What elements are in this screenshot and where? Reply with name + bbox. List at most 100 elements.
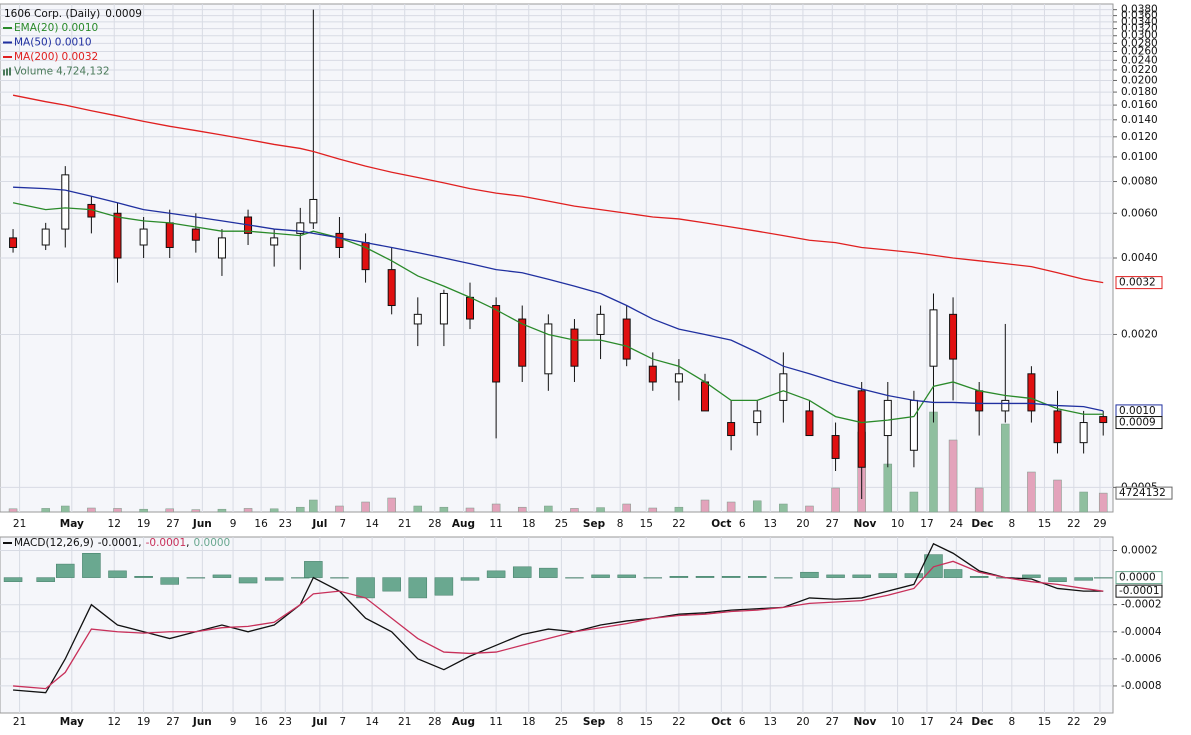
candle-body: [1079, 422, 1088, 444]
histogram-bar: [539, 567, 558, 578]
volume-bar: [517, 506, 527, 513]
legend-text: MACD(12,26,9): [14, 537, 94, 549]
x-tick-label: 27: [166, 518, 179, 530]
legend-entry: MACD(12,26,9) -0.0001, -0.0001, 0.0000: [14, 537, 230, 549]
histogram-bar: [1022, 574, 1041, 578]
y-tick-label: 0.0120: [1121, 131, 1158, 143]
histogram-bar: [774, 577, 793, 579]
candle-body: [113, 212, 122, 259]
histogram-bar: [565, 577, 584, 579]
x-tick-label: 19: [137, 716, 150, 728]
candle-body: [727, 422, 736, 437]
volume-bar: [439, 506, 449, 513]
legend-text: Volume: [14, 66, 53, 78]
price-tag: 0.0010: [1119, 405, 1156, 417]
histogram-bar: [643, 577, 663, 579]
x-tick-label: 27: [826, 716, 839, 728]
volume-bar: [243, 508, 253, 513]
legend-entry: MA(200) 0.0032: [14, 51, 98, 63]
legend-swatch: [9, 67, 11, 76]
histogram-bar: [408, 577, 428, 599]
volume-bar: [1027, 471, 1036, 513]
candle-body: [779, 373, 788, 401]
y-tick-label: -0.0004: [1121, 626, 1162, 638]
x-tick-label: 22: [1067, 518, 1080, 530]
x-tick-label: 8: [1008, 716, 1015, 728]
legend-value: 0.0010: [61, 22, 98, 34]
volume-bar: [61, 505, 70, 513]
volume-bar: [491, 503, 501, 513]
histogram-bar: [695, 576, 715, 578]
histogram-bar: [212, 574, 232, 578]
x-tick-label: 21: [398, 716, 411, 728]
x-tick-label: 13: [764, 518, 777, 530]
x-tick-label: 8: [617, 518, 624, 530]
candle-body: [41, 228, 50, 246]
volume-bar: [622, 503, 631, 513]
x-tick-label: 9: [230, 518, 237, 530]
x-tick-label: 6: [739, 518, 746, 530]
y-tick-label: 0.0080: [1121, 176, 1158, 188]
y-tick-label: 0.0240: [1121, 54, 1158, 66]
x-tick-label: 29: [1093, 716, 1106, 728]
y-tick-label: 0.0002: [1121, 545, 1158, 557]
histogram-bar: [160, 577, 179, 585]
volume-bar: [596, 507, 605, 513]
volume-bar: [191, 509, 201, 513]
price-tag-box: [1115, 416, 1163, 430]
y-tick-label: 0.0100: [1121, 151, 1158, 163]
legend-value: 4,724,132: [56, 66, 109, 78]
x-tick-label: 22: [1067, 716, 1080, 728]
histogram-bar: [969, 576, 989, 578]
x-tick-label: Dec: [971, 518, 993, 530]
volume-bar: [217, 508, 227, 513]
x-tick-label: 10: [891, 716, 904, 728]
volume-bar: [805, 505, 814, 513]
volume-bar: [700, 499, 710, 513]
volume-bar: [570, 508, 579, 513]
volume-bar: [413, 505, 423, 513]
histogram-bar: [291, 577, 310, 579]
moving-average-line: [12, 202, 1104, 424]
x-tick-label: 6: [739, 716, 746, 728]
price-tag-box: [1115, 276, 1163, 290]
candle-body: [335, 232, 344, 248]
candle-body: [622, 318, 631, 360]
histogram-bar: [1074, 577, 1093, 581]
volume-bar: [465, 507, 475, 513]
x-tick-label: May: [60, 518, 84, 530]
x-tick-label: 11: [489, 716, 502, 728]
x-tick-label: 14: [365, 518, 379, 530]
volume-bar: [752, 500, 762, 513]
x-tick-label: 16: [254, 518, 268, 530]
x-tick-label: Oct: [711, 716, 731, 728]
x-tick-label: 15: [1038, 716, 1051, 728]
x-tick-label: 17: [920, 716, 933, 728]
x-tick-label: 18: [522, 518, 535, 530]
histogram-bar: [1048, 577, 1067, 582]
candle-body: [701, 381, 710, 412]
price-tag: 0.0009: [1119, 417, 1156, 429]
x-tick-label: 28: [428, 716, 441, 728]
legend-value: 0.0000: [194, 537, 231, 549]
x-tick-label: 21: [13, 716, 26, 728]
histogram-bar: [56, 563, 75, 578]
volume-bar: [948, 439, 958, 513]
x-tick-label: 20: [796, 716, 809, 728]
x-tick-label: Nov: [854, 716, 877, 728]
volume-bar: [1053, 479, 1062, 513]
y-tick-label: 0.0320: [1121, 23, 1158, 35]
candle-body: [1027, 373, 1036, 412]
x-tick-label: May: [60, 716, 84, 728]
candle-body: [165, 222, 174, 248]
histogram-bar: [238, 577, 258, 584]
candle-body: [518, 318, 527, 367]
volume-bar: [87, 507, 96, 513]
legend-text: MA(200): [14, 51, 58, 63]
volume-bar: [1079, 491, 1088, 513]
histogram-bar: [330, 577, 349, 579]
legend-entry: MA(50) 0.0010: [14, 37, 92, 49]
volume-bar: [929, 411, 938, 513]
histogram-bar: [721, 576, 741, 578]
